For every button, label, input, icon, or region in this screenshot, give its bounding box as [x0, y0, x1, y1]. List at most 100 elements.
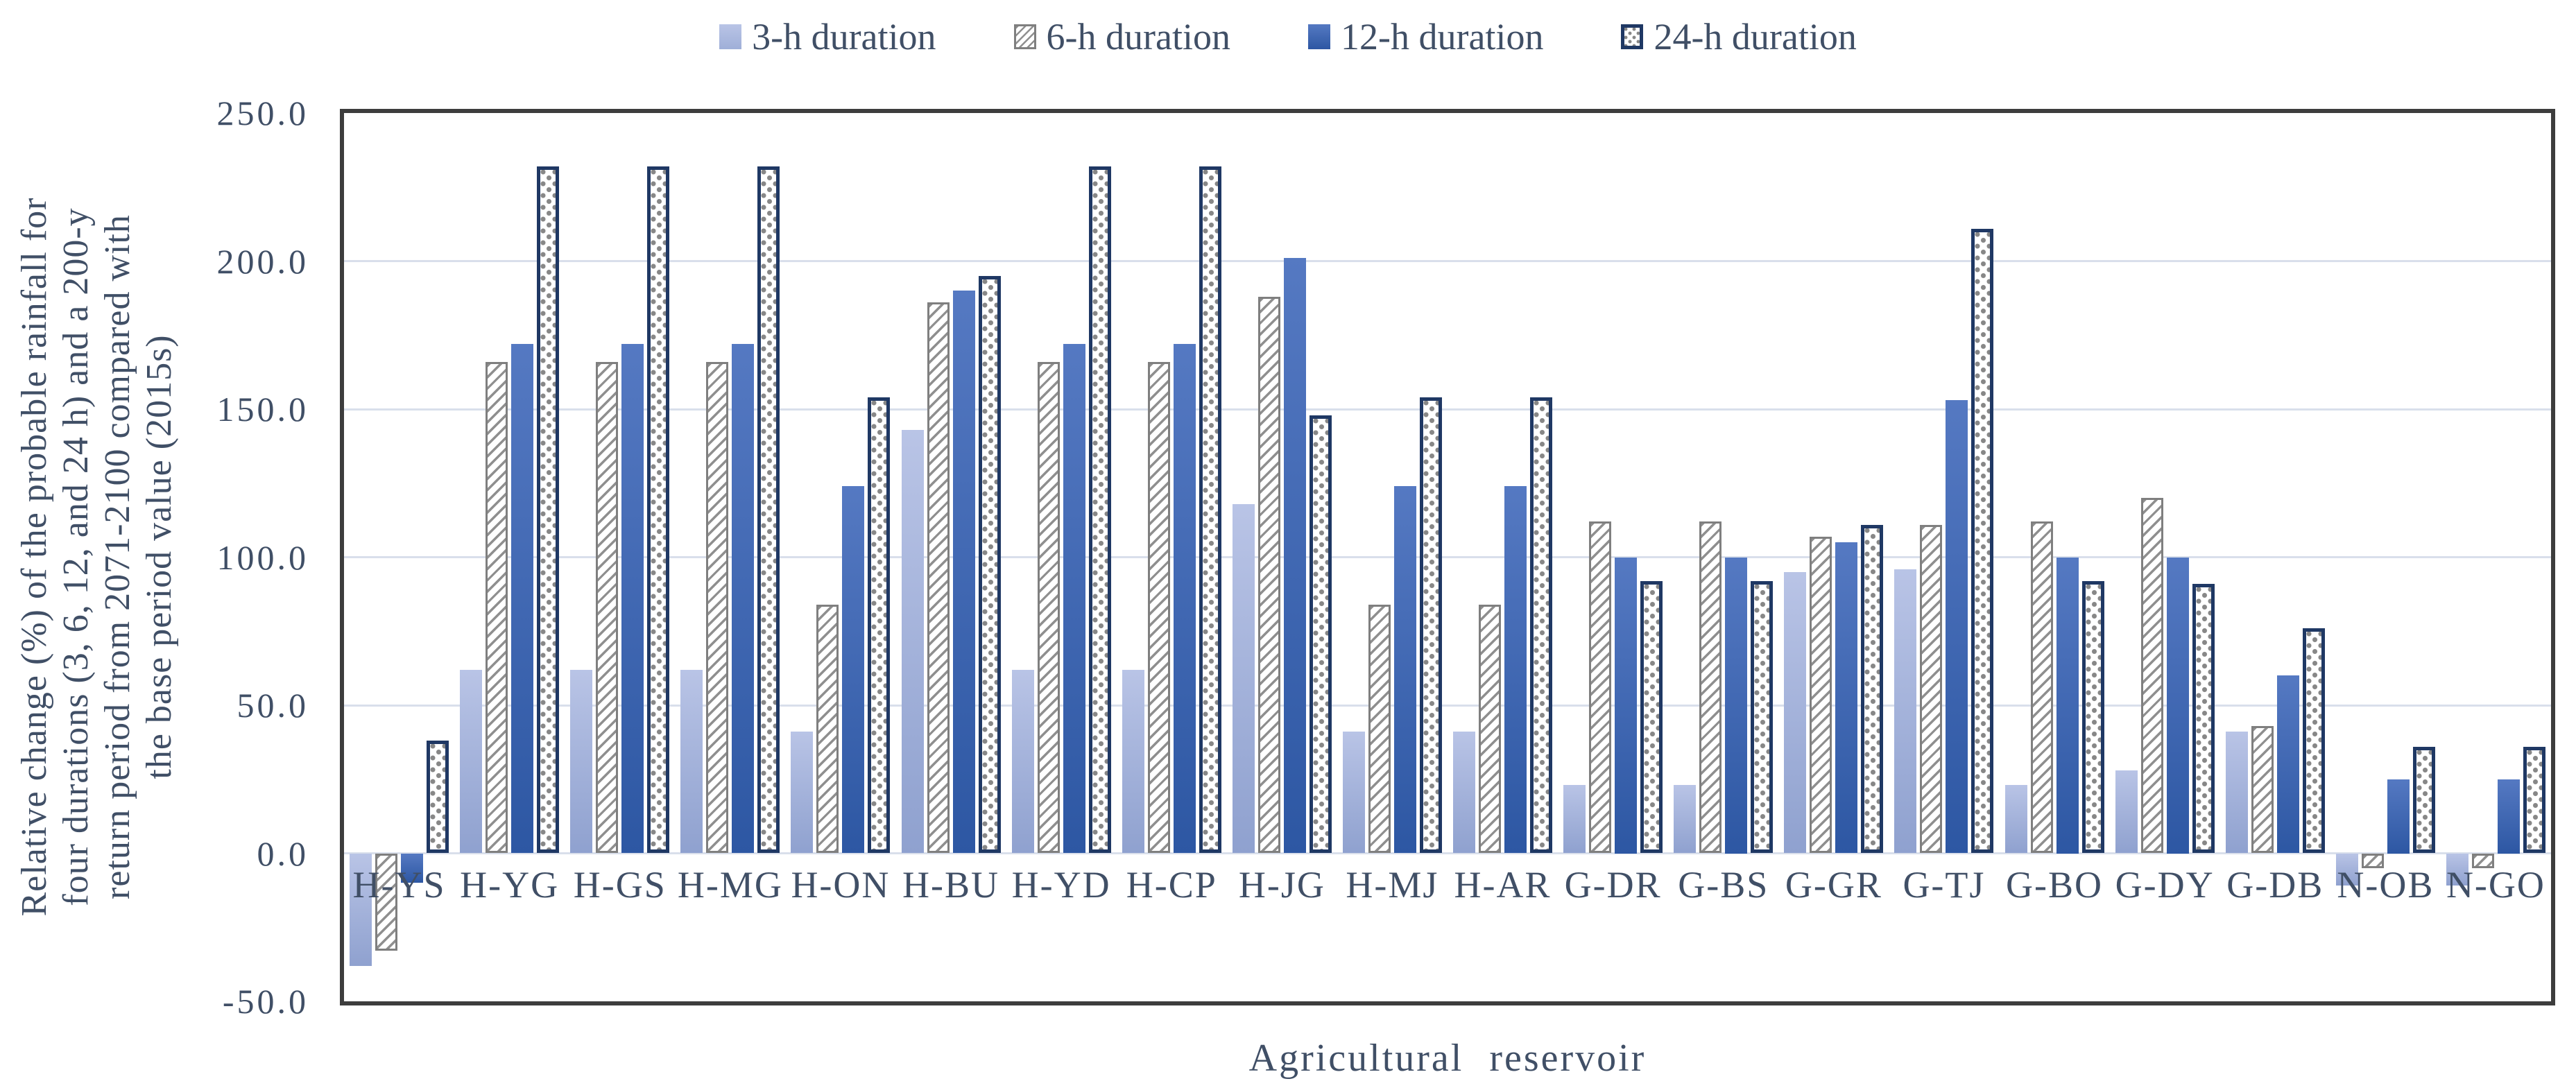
bar-12-h-duration-G-BO	[2056, 557, 2079, 854]
bar-12-h-duration-H-JG	[1283, 258, 1306, 854]
y-axis-tick-label: 250.0	[216, 94, 309, 132]
category-label: G-BO	[2006, 863, 2104, 906]
bar-24-h-duration-G-BO	[2081, 580, 2104, 854]
legend-item-24-h-duration: 24-h duration	[1621, 15, 1857, 58]
bar-6-h-duration-G-GR	[1810, 536, 1832, 854]
bar-6-h-duration-H-YG	[486, 361, 508, 854]
category-label: H-CP	[1126, 863, 1217, 906]
bar-24-h-duration-G-DR	[1640, 580, 1663, 854]
bar-24-h-duration-H-YS	[427, 741, 449, 854]
category-label: H-MG	[677, 863, 783, 906]
bar-3-h-duration-G-DB	[2225, 732, 2248, 854]
bar-6-h-duration-G-DR	[1589, 521, 1612, 854]
legend: 3-h duration 6-h duration 12-h duration 24-…	[0, 10, 2576, 64]
bar-3-h-duration-H-ON	[791, 732, 814, 854]
category-label: H-YS	[352, 863, 446, 906]
bar-12-h-duration-H-AR	[1504, 486, 1527, 854]
bar-24-h-duration-H-ON	[868, 397, 891, 854]
bar-6-h-duration-H-MJ	[1368, 604, 1391, 854]
bar-12-h-duration-G-DY	[2166, 557, 2189, 854]
category-label: G-DR	[1564, 863, 1662, 906]
legend-item-3-h-duration: 3-h duration	[719, 15, 936, 58]
legend-label: 3-h duration	[752, 16, 936, 58]
bar-12-h-duration-H-YS	[401, 853, 423, 883]
bar-6-h-duration-N-GO	[2471, 853, 2494, 868]
legend-swatch-12-h-duration-icon	[1308, 24, 1330, 49]
bar-24-h-duration-H-JG	[1309, 415, 1332, 854]
category-label: G-GR	[1785, 863, 1882, 906]
category-label: G-DB	[2226, 863, 2324, 906]
category-label: H-JG	[1238, 863, 1325, 906]
bar-3-h-duration-G-GR	[1784, 571, 1807, 854]
bar-12-h-duration-G-DR	[1615, 557, 1638, 854]
bar-3-h-duration-H-MJ	[1342, 732, 1365, 854]
bar-6-h-duration-H-MG	[706, 361, 729, 854]
bar-3-h-duration-H-YG	[460, 669, 483, 854]
category-label: G-DY	[2115, 863, 2215, 906]
bar-24-h-duration-H-YG	[537, 166, 560, 854]
y-axis-tick-label: 50.0	[237, 686, 309, 725]
category-label: H-MJ	[1346, 863, 1439, 906]
bar-24-h-duration-H-MJ	[1419, 397, 1442, 854]
bar-3-h-duration-H-YS	[350, 853, 372, 966]
bar-24-h-duration-N-OB	[2412, 746, 2435, 854]
bar-3-h-duration-H-MG	[680, 669, 703, 854]
category-label: H-ON	[791, 863, 891, 906]
category-label: G-TJ	[1903, 863, 1986, 906]
bar-12-h-duration-H-MJ	[1393, 486, 1416, 854]
bar-3-h-duration-G-DR	[1563, 785, 1586, 854]
bar-24-h-duration-H-BU	[978, 275, 1001, 854]
bar-24-h-duration-G-GR	[1861, 524, 1884, 854]
bar-24-h-duration-H-CP	[1199, 166, 1221, 854]
category-label: H-GS	[573, 863, 667, 906]
bar-6-h-duration-H-YD	[1037, 361, 1060, 854]
category-label: H-AR	[1454, 863, 1552, 906]
bar-24-h-duration-G-BS	[1751, 580, 1774, 854]
bar-12-h-duration-H-BU	[952, 291, 975, 854]
bar-3-h-duration-H-JG	[1232, 503, 1255, 854]
bar-6-h-duration-G-TJ	[1920, 524, 1943, 854]
category-label: G-BS	[1678, 863, 1769, 906]
bar-24-h-duration-H-YD	[1088, 166, 1111, 854]
category-label: H-YD	[1011, 863, 1111, 906]
bar-6-h-duration-H-CP	[1147, 361, 1170, 854]
bar-3-h-duration-G-DY	[2115, 770, 2138, 854]
category-label: H-BU	[902, 863, 1000, 906]
bar-24-h-duration-G-TJ	[1971, 228, 1994, 854]
y-axis-tick-label: 150.0	[216, 390, 309, 429]
legend-item-12-h-duration: 12-h duration	[1308, 15, 1543, 58]
legend-item-6-h-duration: 6-h duration	[1013, 15, 1230, 58]
bar-3-h-duration-H-BU	[901, 429, 924, 854]
bar-6-h-duration-H-YS	[375, 853, 397, 951]
bar-6-h-duration-G-BS	[1699, 521, 1722, 854]
bar-24-h-duration-H-MG	[757, 166, 780, 854]
bar-12-h-duration-G-GR	[1835, 542, 1858, 854]
bar-12-h-duration-H-GS	[621, 344, 644, 854]
bar-3-h-duration-G-BO	[2004, 785, 2027, 854]
category-label: N-OB	[2337, 863, 2435, 906]
y-axis-tick-label: -50.0	[222, 982, 309, 1021]
bar-12-h-duration-G-BS	[1725, 557, 1748, 854]
y-axis-tick-label: 0.0	[257, 834, 309, 873]
bar-6-h-duration-N-OB	[2361, 853, 2384, 868]
y-axis-tick-label: 100.0	[216, 537, 309, 577]
bar-3-h-duration-H-CP	[1122, 669, 1144, 854]
category-label: N-GO	[2446, 863, 2545, 906]
bar-12-h-duration-H-YG	[511, 344, 534, 854]
bar-3-h-duration-N-GO	[2446, 853, 2468, 886]
bar-6-h-duration-H-JG	[1257, 296, 1280, 854]
bar-12-h-duration-N-GO	[2497, 779, 2520, 854]
bar-12-h-duration-G-DB	[2276, 675, 2299, 854]
bar-3-h-duration-H-AR	[1453, 732, 1475, 854]
bar-3-h-duration-G-BS	[1674, 785, 1697, 854]
legend-swatch-24-h-duration-icon	[1621, 24, 1644, 49]
gridline	[344, 260, 2551, 262]
gridline	[344, 556, 2551, 558]
bar-6-h-duration-H-ON	[816, 604, 839, 854]
bar-24-h-duration-H-GS	[647, 166, 670, 854]
plot-area: H-YS H-YG H-GS H-MG H-ON H-BU H-YD H-CP H-JG H-MJ…	[340, 109, 2555, 1005]
gridline	[344, 704, 2551, 707]
gridline	[344, 408, 2551, 411]
bar-6-h-duration-H-AR	[1479, 604, 1501, 854]
legend-swatch-3-h-duration-icon	[719, 24, 742, 49]
